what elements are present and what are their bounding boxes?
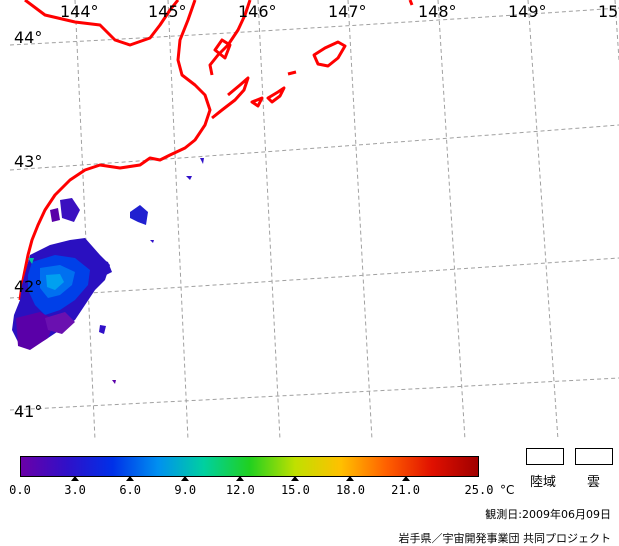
lat-label-43: 43° [14, 152, 43, 171]
map-canvas [9, 0, 619, 440]
lat-label-44: 44° [14, 28, 43, 47]
lon-label-146: 146° [238, 2, 277, 21]
colorbar-unit: °C [500, 483, 515, 497]
cloud-legend-label: 雲 [587, 475, 601, 490]
colorbar-tick-mark [126, 476, 135, 481]
colorbar-tick-label: 0.0 [9, 483, 31, 497]
observation-date: 観測日:2009年06月09日 [485, 508, 611, 521]
colorbar-tick-mark [291, 476, 300, 481]
cloud-legend-box [575, 448, 613, 465]
lon-label-148: 148° [418, 2, 457, 21]
colorbar-tick-label: 3.0 [64, 483, 86, 497]
sst-data [12, 158, 204, 384]
graticule [9, 0, 619, 440]
colorbar-tick-label: 15.0 [280, 483, 310, 497]
colorbar-tick-mark [401, 476, 410, 481]
colorbar-tick-label: 18.0 [336, 483, 365, 497]
credit-line: 岩手県／宇宙開発事業団 共同プロジェクト [398, 532, 612, 545]
lat-label-42: 42° [14, 277, 43, 296]
lon-label-147: 147° [328, 2, 367, 21]
coastline [18, 0, 414, 301]
colorbar-tick-mark [181, 476, 190, 481]
lon-label-150: 15 [598, 2, 619, 21]
lon-label-149: 149° [508, 2, 547, 21]
colorbar-tick-mark [71, 476, 80, 481]
colorbar-tick-label: 25.0 [464, 483, 494, 497]
colorbar-tick-label: 21.0 [391, 483, 420, 497]
land-legend-box [526, 448, 564, 465]
colorbar-tick-mark [346, 476, 355, 481]
land-legend-label: 陸域 [530, 475, 557, 490]
lat-label-41: 41° [14, 402, 43, 421]
colorbar-tick-label: 12.0 [225, 483, 255, 497]
colorbar-tick-label: 6.0 [119, 483, 141, 497]
colorbar-tick-label: 9.0 [174, 483, 197, 497]
lon-label-145: 145° [148, 2, 187, 21]
colorbar-tick-mark [236, 476, 245, 481]
temperature-colorbar [20, 456, 479, 477]
lon-label-144: 144° [60, 2, 99, 21]
